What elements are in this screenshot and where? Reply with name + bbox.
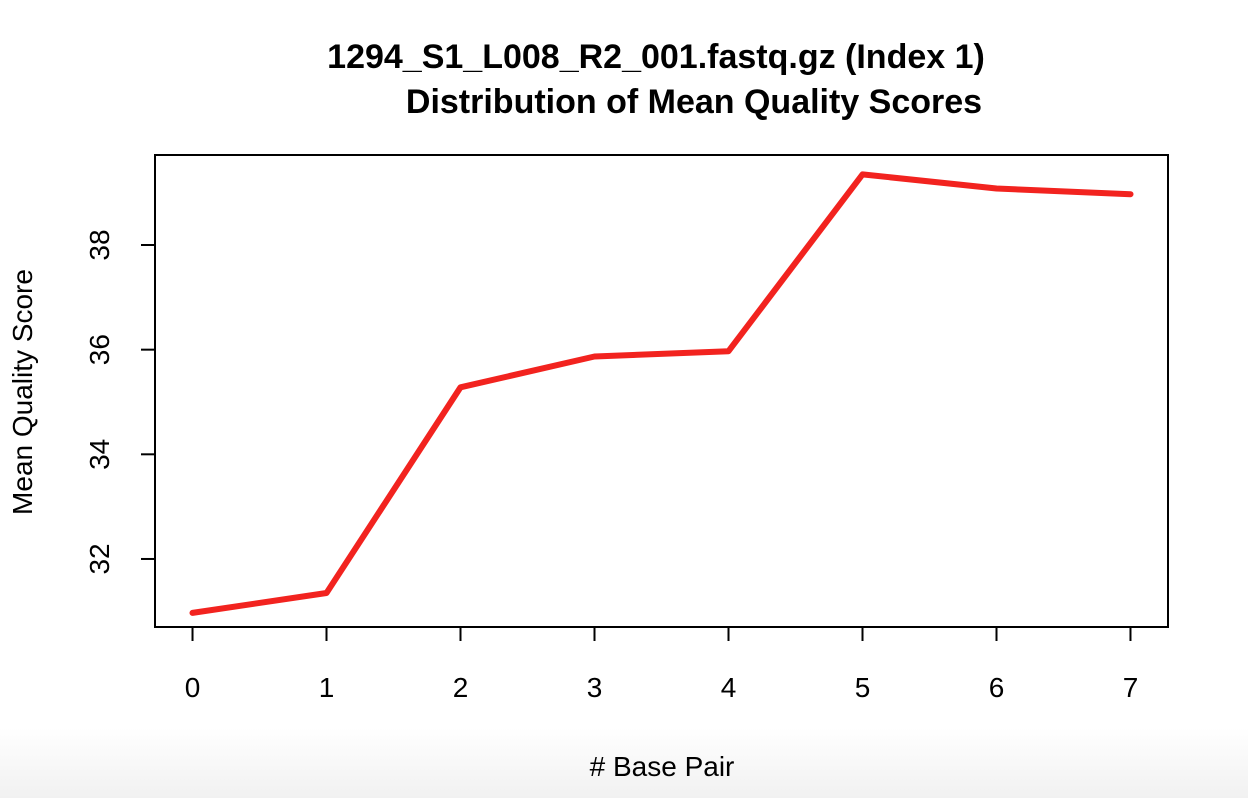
chart-title-line-2: Distribution of Mean Quality Scores [406,83,982,121]
x-tick-label: 4 [721,672,737,703]
y-tick-label: 32 [84,543,115,574]
mean-quality-line [189,171,1134,616]
x-tick-label: 5 [855,672,871,703]
y-axis-label: Mean Quality Score [7,269,38,515]
y-tick-label: 34 [84,439,115,470]
x-axis: 0 1 2 3 4 5 6 7 [185,627,1139,703]
x-axis-label: # Base Pair [590,751,735,782]
chart-title-line-1: 1294_S1_L008_R2_001.fastq.gz (Index 1) [327,38,985,76]
x-tick-label: 7 [1123,672,1139,703]
x-tick-label: 0 [185,672,201,703]
x-tick-label: 2 [453,672,469,703]
y-axis: 32 34 36 38 [84,229,155,575]
y-tick-label: 38 [84,229,115,260]
x-tick-label: 3 [587,672,603,703]
y-tick-label: 36 [84,334,115,365]
plot-frame [154,154,1169,628]
x-tick-label: 1 [319,672,335,703]
window-bottom-edge [0,728,1248,798]
x-tick-label: 6 [989,672,1005,703]
